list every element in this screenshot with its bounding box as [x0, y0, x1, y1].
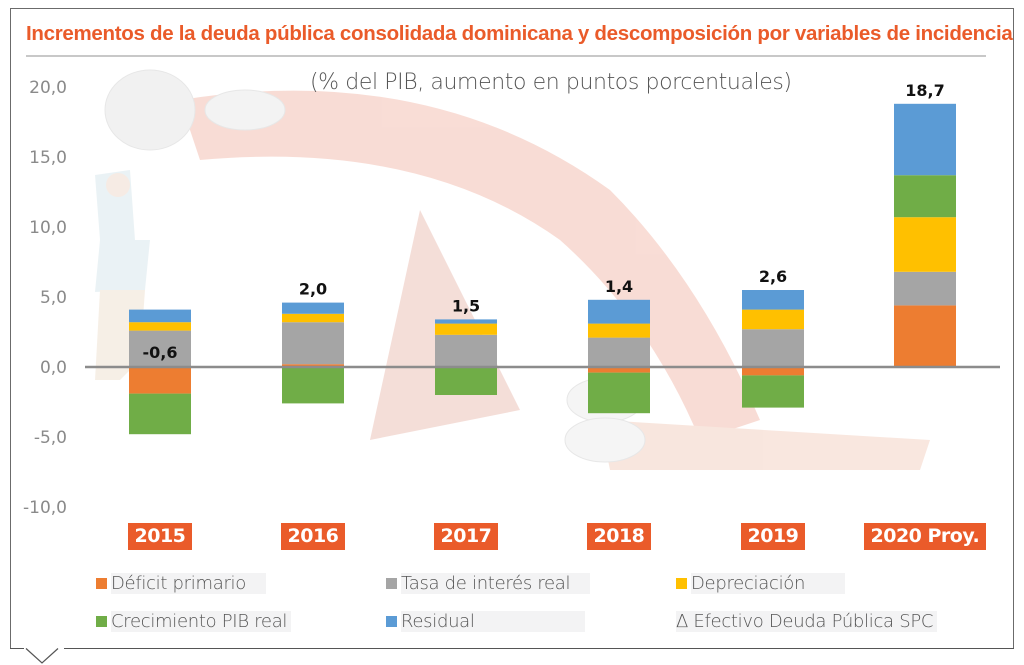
bar-segment-d-ficit-primario-2016 — [282, 364, 344, 367]
frame-bottom-edge — [10, 648, 1014, 649]
y-tick-label: 20,0 — [29, 78, 67, 98]
total-label: 2,0 — [299, 280, 327, 299]
bar-segment-depreciaci-n-2016 — [282, 313, 344, 323]
y-tick-label: 5,0 — [40, 288, 67, 308]
bar-segment-residual-2017 — [435, 319, 497, 324]
legend-label: Crecimiento PIB real — [111, 610, 292, 632]
x-category-label: 2018 — [586, 523, 652, 550]
bar-segment-tasa-de-inter-s-real-2017 — [435, 334, 497, 367]
x-category-label: 2019 — [740, 523, 806, 550]
bar-segment-crecimiento-pib-real-2020 — [894, 175, 956, 218]
bar-segment-tasa-de-inter-s-real-2015 — [129, 330, 191, 367]
bar-segment-crecimiento-pib-real-2019 — [742, 375, 804, 408]
legend-item-deficit-primario: Déficit primario — [96, 571, 266, 595]
y-tick-label: -10,0 — [23, 498, 67, 518]
bar-segment-crecimiento-pib-real-2015 — [129, 393, 191, 435]
legend-item-depreciacion: Depreciación — [676, 571, 846, 595]
x-category-label: 2017 — [433, 523, 499, 550]
legend-swatch-orange-icon — [96, 577, 107, 589]
legend-label: Déficit primario — [111, 572, 266, 594]
base-shape — [600, 420, 930, 470]
bar-segment-crecimiento-pib-real-2017 — [435, 367, 497, 395]
bar-segment-crecimiento-pib-real-2016 — [282, 367, 344, 404]
legend-label: Δ Efectivo Deuda Pública SPC — [676, 610, 938, 632]
bar-segment-depreciaci-n-2020 — [894, 217, 956, 272]
legend-swatch-blue-icon — [386, 615, 397, 627]
x-category-label: 2016 — [280, 523, 346, 550]
y-axis: 20,0 15,0 10,0 5,0 0,0 -5,0 -10,0 — [23, 78, 67, 518]
legend-swatch-gray-icon — [386, 577, 397, 589]
legend-swatch-green-icon — [96, 615, 107, 627]
x-category-label: 2015 — [127, 523, 193, 550]
total-label: 1,5 — [452, 296, 480, 315]
bar-segment-depreciaci-n-2017 — [435, 323, 497, 335]
callout-pointer-icon — [24, 648, 64, 664]
legend-item-delta-efectivo: Δ Efectivo Deuda Pública SPC — [676, 609, 938, 633]
legend-item-crecimiento-pib-real: Crecimiento PIB real — [96, 609, 292, 633]
bar-segment-residual-2016 — [282, 302, 344, 314]
legend-label: Tasa de interés real — [401, 572, 591, 594]
coin-top — [204, 89, 286, 131]
bar-segment-depreciaci-n-2015 — [129, 322, 191, 331]
bar-segment-residual-2018 — [588, 299, 650, 324]
legend-label: Depreciación — [691, 572, 846, 594]
legend-item-tasa-interes-real: Tasa de interés real — [386, 571, 591, 595]
figure-shirt — [95, 170, 150, 292]
bar-segment-residual-2015 — [129, 309, 191, 323]
bar-segment-tasa-de-inter-s-real-2016 — [282, 322, 344, 365]
bars — [129, 103, 956, 435]
total-label: -0,6 — [143, 343, 178, 362]
legend-label: Residual — [401, 610, 585, 632]
y-tick-label: 10,0 — [29, 218, 67, 238]
total-label: 18,7 — [905, 81, 944, 100]
coin-held — [104, 69, 196, 151]
total-label: 1,4 — [605, 277, 633, 296]
x-category-label: 2020 Proy. — [863, 523, 987, 550]
bar-segment-d-ficit-primario-2018 — [588, 367, 650, 373]
bar-segment-tasa-de-inter-s-real-2019 — [742, 329, 804, 367]
bar-segment-depreciaci-n-2019 — [742, 309, 804, 330]
legend-swatch-yellow-icon — [676, 577, 687, 589]
total-labels: -0,6 2,0 1,5 1,4 2,6 18,7 — [143, 81, 945, 362]
bar-segment-d-ficit-primario-2020 — [894, 305, 956, 367]
bar-segment-tasa-de-inter-s-real-2018 — [588, 337, 650, 367]
bar-segment-depreciaci-n-2018 — [588, 323, 650, 338]
bar-segment-residual-2019 — [742, 290, 804, 310]
bar-segment-tasa-de-inter-s-real-2020 — [894, 271, 956, 306]
y-tick-label: 15,0 — [29, 148, 67, 168]
chart-subtitle: (% del PIB, aumento en puntos porcentual… — [310, 70, 792, 95]
legend-item-residual: Residual — [386, 609, 585, 633]
bar-segment-d-ficit-primario-2015 — [129, 367, 191, 394]
bar-segment-crecimiento-pib-real-2018 — [588, 372, 650, 414]
arch-shape — [180, 90, 760, 441]
bar-segment-d-ficit-primario-2019 — [742, 367, 804, 376]
bar-segment-residual-2020 — [894, 103, 956, 176]
title-divider — [26, 55, 986, 57]
y-tick-label: 0,0 — [40, 358, 67, 378]
chart-title: Incrementos de la deuda pública consolid… — [26, 22, 1013, 45]
figure-head — [106, 173, 130, 197]
y-tick-label: -5,0 — [34, 428, 67, 448]
total-label: 2,6 — [759, 267, 787, 286]
